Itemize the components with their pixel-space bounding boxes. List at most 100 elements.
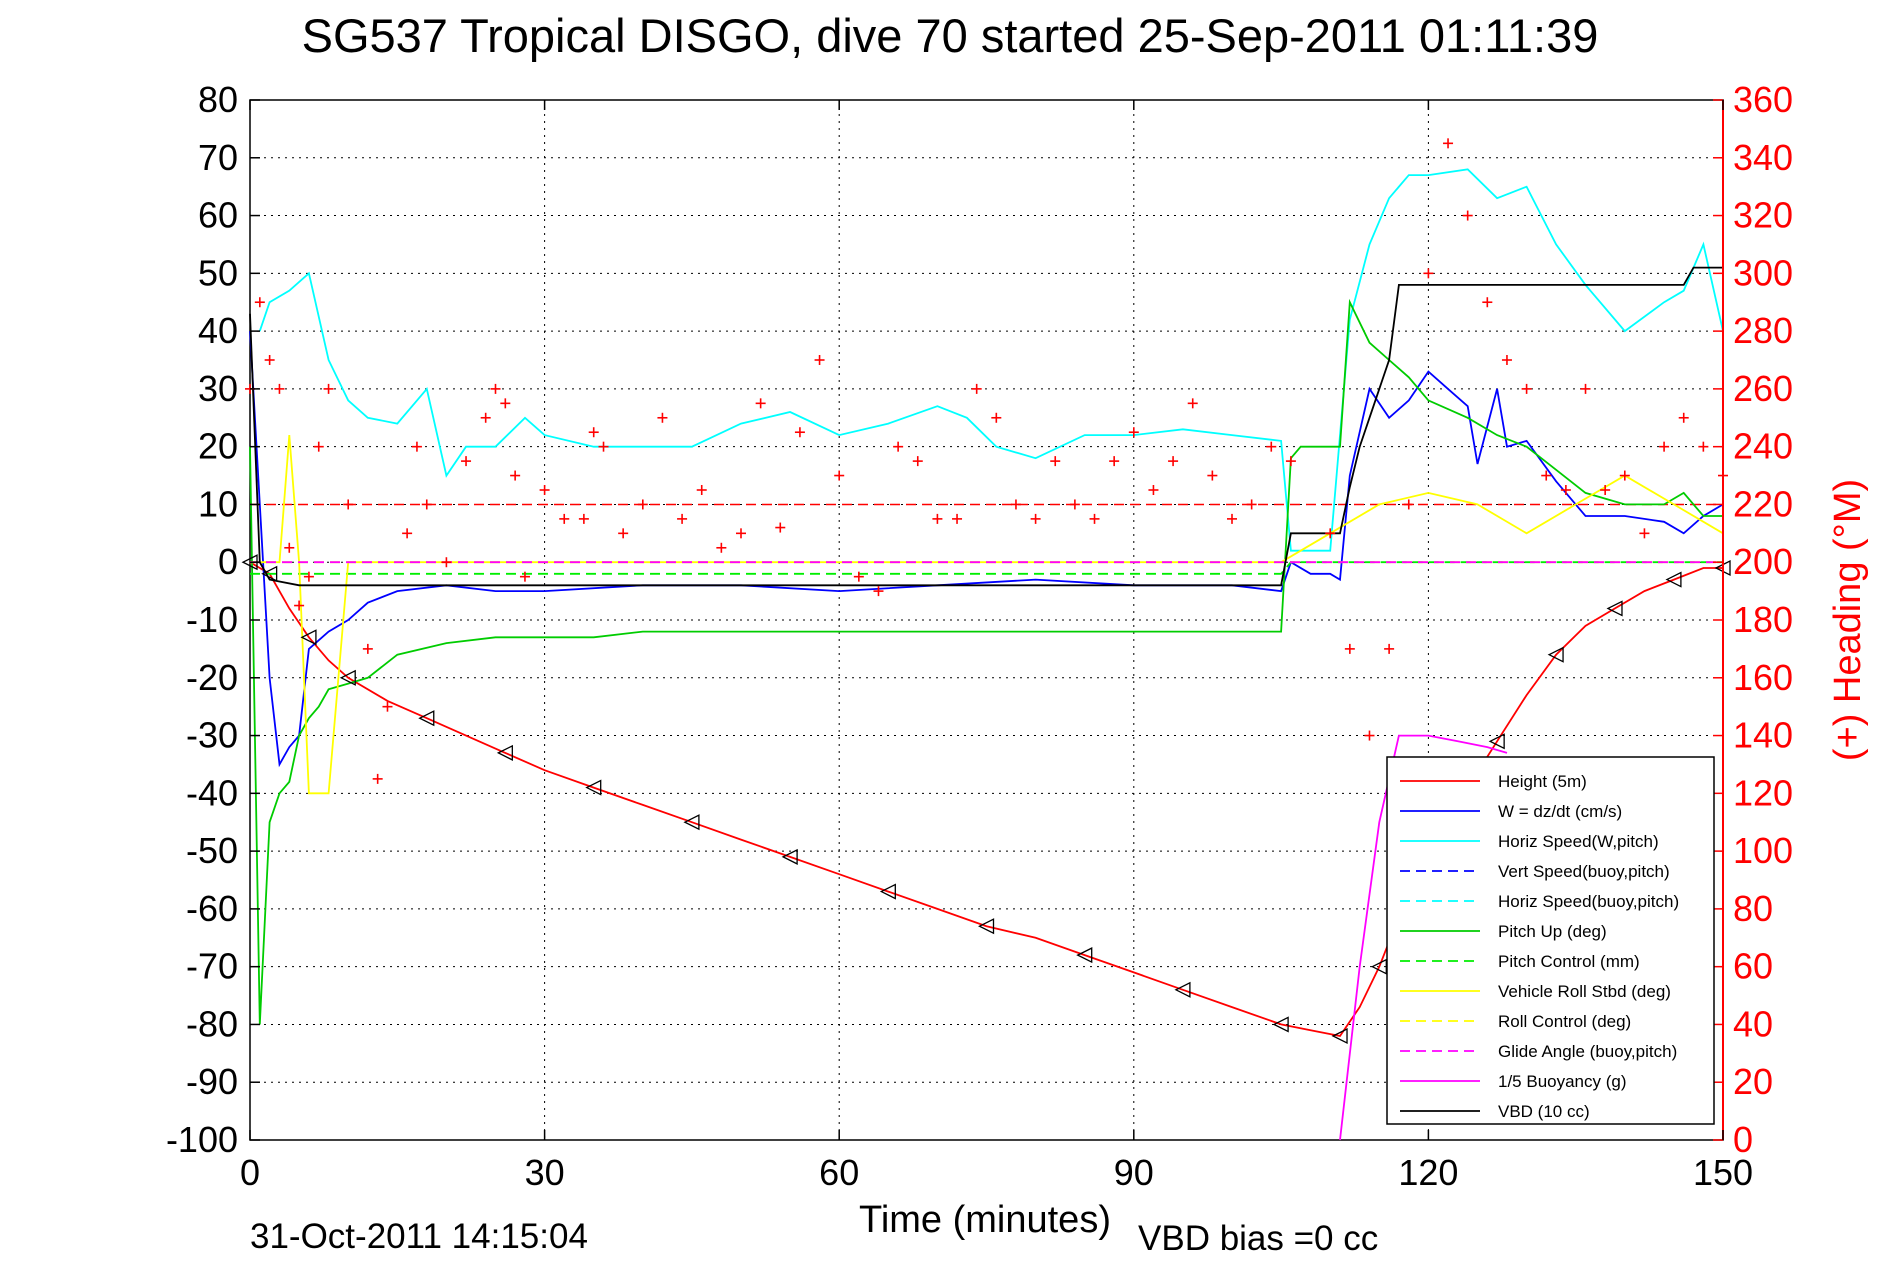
heading-point	[343, 499, 354, 510]
y-tick-label: -30	[186, 715, 238, 756]
y2-tick-label: 160	[1733, 657, 1793, 698]
heading-point	[480, 412, 491, 423]
y-tick-label: -50	[186, 830, 238, 871]
heading-point	[441, 557, 452, 568]
heading-point	[1227, 513, 1237, 524]
heading-point	[510, 470, 521, 481]
heading-point	[1364, 730, 1375, 741]
heading-point	[696, 485, 707, 495]
heading-point	[853, 571, 864, 582]
y-tick-label: -80	[186, 1003, 238, 1044]
y-tick-label: 30	[198, 368, 238, 409]
y-tick-label: 20	[198, 426, 238, 467]
depth-marker	[1547, 646, 1564, 663]
legend-item-height: Height (5m)	[1400, 772, 1587, 791]
y-tick-label: -40	[186, 772, 238, 813]
y2-tick-label: 200	[1733, 541, 1793, 582]
legend-item-pitch_up: Pitch Up (deg)	[1400, 922, 1607, 941]
heading-point	[1560, 485, 1571, 495]
series-vbd	[249, 266, 1723, 587]
heading-point	[323, 383, 334, 394]
legend-label: 1/5 Buoyancy (g)	[1498, 1072, 1627, 1091]
depth-marker	[585, 779, 602, 796]
heading-point	[775, 522, 786, 533]
heading-point	[873, 586, 884, 597]
y-tick-label: 0	[218, 541, 238, 582]
series-layer	[249, 168, 1724, 1141]
x-axis: 0 30 60 90 120 150	[240, 100, 1753, 1193]
y2-tick-label: 240	[1733, 426, 1793, 467]
x-tick-label: 90	[1114, 1152, 1154, 1193]
heading-point	[588, 427, 599, 438]
legend-box	[1386, 756, 1715, 1125]
series-height	[249, 561, 1723, 1037]
y2-tick-label: 180	[1733, 599, 1793, 640]
heading-markers	[245, 138, 1728, 784]
series-pitch_ctl	[250, 561, 1723, 575]
y2-tick-label: 260	[1733, 368, 1793, 409]
heading-point	[1659, 441, 1670, 452]
y-tick-label: -100	[166, 1119, 238, 1160]
vbd-bias-label: VBD bias =0 cc	[1138, 1219, 1378, 1258]
legend-item-w: W = dz/dt (cm/s)	[1400, 802, 1622, 821]
legend-label: Pitch Up (deg)	[1498, 922, 1607, 941]
series-w	[249, 331, 1724, 768]
heading-point	[372, 773, 383, 784]
depth-marker	[683, 814, 700, 831]
heading-point	[578, 513, 589, 524]
y2-tick-label: 60	[1733, 946, 1773, 987]
heading-point	[932, 513, 943, 524]
y-tick-label: -70	[186, 946, 238, 987]
heading-point	[362, 643, 373, 654]
y-axis-left: 80 70 60 50 40 30 20 10 0 -10 -20 -30 -40 -50 -60 -70 -8…	[166, 79, 260, 1160]
depth-marker	[418, 710, 435, 727]
heading-point	[991, 412, 1002, 423]
legend-item-horiz_w: Horiz Speed(W,pitch)	[1400, 832, 1659, 851]
legend-label: Vehicle Roll Stbd (deg)	[1498, 982, 1671, 1001]
depth-marker	[1488, 733, 1505, 750]
heading-point	[971, 383, 982, 394]
legend-item-buoy: 1/5 Buoyancy (g)	[1400, 1072, 1627, 1091]
y-tick-label: 40	[198, 310, 238, 351]
legend-label: Vert Speed(buoy,pitch)	[1498, 862, 1670, 881]
depth-marker	[1174, 981, 1191, 998]
heading-point	[1128, 427, 1139, 438]
x-tick-label: 120	[1398, 1152, 1458, 1193]
heading-point	[519, 571, 530, 582]
heading-point	[382, 701, 393, 712]
y-tick-label: -10	[186, 599, 238, 640]
y2-tick-label: 40	[1733, 1003, 1773, 1044]
heading-point	[1403, 499, 1414, 510]
heading-point	[1168, 456, 1179, 467]
heading-point	[814, 355, 825, 365]
heading-point	[461, 456, 472, 467]
heading-point	[618, 528, 629, 539]
heading-point	[1010, 499, 1021, 510]
heading-point	[637, 499, 648, 510]
y-tick-label: 80	[198, 79, 238, 120]
heading-point	[657, 412, 668, 423]
legend-item-vbd: VBD (10 cc)	[1400, 1102, 1590, 1121]
legend-item-pitch_ctl: Pitch Control (mm)	[1400, 952, 1640, 971]
heading-point	[254, 297, 265, 308]
heading-point	[421, 499, 432, 510]
depth-marker	[1331, 1027, 1348, 1045]
y-tick-label: -60	[186, 888, 238, 929]
series-horiz_w	[258, 168, 1724, 552]
heading-point	[1678, 412, 1689, 423]
legend-label: Pitch Control (mm)	[1498, 952, 1640, 971]
y2-axis-label: (+) Heading (°M)	[1827, 479, 1869, 761]
heading-point	[303, 571, 314, 582]
legend: Height (5m) W = dz/dt (cm/s) Horiz Speed(W…	[1386, 756, 1715, 1125]
heading-point	[1344, 643, 1355, 654]
y2-tick-label: 360	[1733, 79, 1793, 120]
heading-point	[539, 485, 550, 495]
heading-point	[294, 600, 305, 611]
legend-item-glide: Glide Angle (buoy,pitch)	[1400, 1042, 1677, 1061]
y-tick-label: 10	[198, 483, 238, 524]
heading-point	[598, 441, 609, 452]
heading-point	[1050, 456, 1061, 467]
heading-point	[1109, 456, 1120, 467]
depth-marker	[1076, 947, 1093, 964]
